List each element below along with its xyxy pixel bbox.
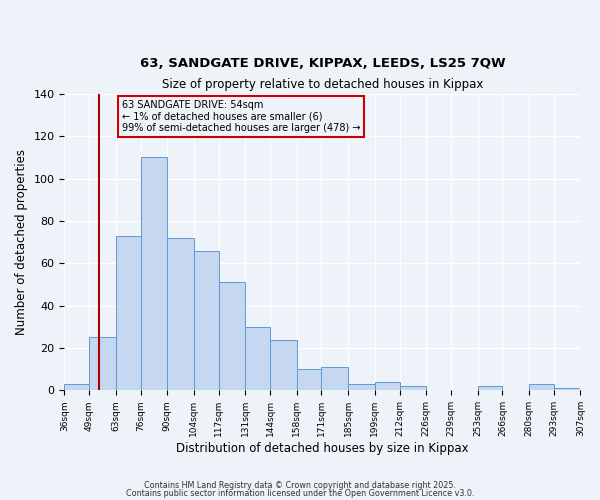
Text: Contains HM Land Registry data © Crown copyright and database right 2025.: Contains HM Land Registry data © Crown c… <box>144 481 456 490</box>
Title: Size of property relative to detached houses in Kippax: Size of property relative to detached ho… <box>162 78 483 91</box>
Bar <box>270 340 297 390</box>
Bar <box>64 384 89 390</box>
Text: 63, SANDGATE DRIVE, KIPPAX, LEEDS, LS25 7QW: 63, SANDGATE DRIVE, KIPPAX, LEEDS, LS25 … <box>140 57 505 70</box>
Bar <box>140 158 167 390</box>
Bar <box>218 282 245 391</box>
Bar <box>194 250 218 390</box>
Bar <box>116 236 140 390</box>
Y-axis label: Number of detached properties: Number of detached properties <box>15 149 28 335</box>
Text: Contains public sector information licensed under the Open Government Licence v3: Contains public sector information licen… <box>126 488 474 498</box>
Bar <box>322 367 348 390</box>
Bar <box>478 386 502 390</box>
Text: 63 SANDGATE DRIVE: 54sqm
← 1% of detached houses are smaller (6)
99% of semi-det: 63 SANDGATE DRIVE: 54sqm ← 1% of detache… <box>122 100 360 134</box>
Bar <box>348 384 375 390</box>
X-axis label: Distribution of detached houses by size in Kippax: Distribution of detached houses by size … <box>176 442 469 455</box>
Bar <box>297 369 322 390</box>
Bar <box>554 388 580 390</box>
Bar <box>529 384 554 390</box>
Bar <box>400 386 426 390</box>
Bar <box>89 338 116 390</box>
Bar <box>167 238 194 390</box>
Bar <box>245 327 270 390</box>
Bar <box>375 382 400 390</box>
